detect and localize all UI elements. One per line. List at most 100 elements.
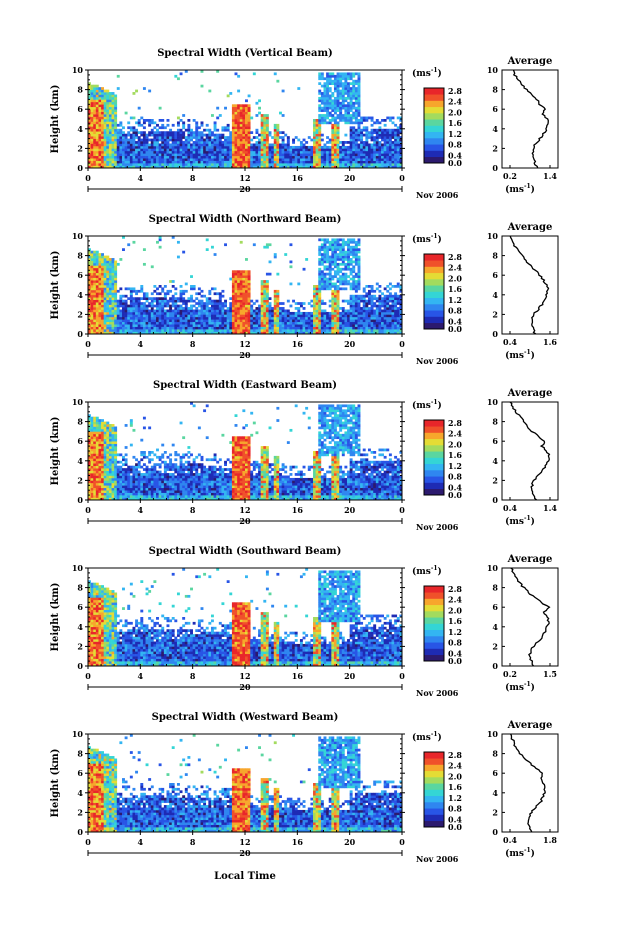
colorbar-segment — [424, 156, 444, 164]
heatmap-cell — [226, 307, 230, 310]
heatmap-cell — [320, 248, 324, 251]
heatmap-cell — [231, 128, 235, 132]
heatmap-cell — [328, 114, 332, 117]
heatmap-cell — [166, 314, 170, 318]
heatmap-cell — [145, 136, 149, 139]
heatmap-cell — [331, 311, 335, 315]
heatmap-cell — [394, 331, 398, 335]
heatmap-cell — [349, 258, 353, 261]
heatmap-cell — [265, 128, 269, 132]
heatmap-cell — [93, 136, 97, 139]
heatmap-cell — [341, 326, 345, 330]
heatmap-cell — [101, 282, 104, 286]
heatmap-cell — [161, 123, 165, 127]
heatmap-cell — [328, 74, 332, 78]
heatmap-cell — [224, 153, 227, 157]
heatmap-cell — [135, 307, 139, 310]
heatmap-cell — [150, 319, 154, 323]
heatmap-cell — [347, 319, 350, 323]
heatmap-cell — [124, 133, 128, 137]
heatmap-cell — [103, 121, 107, 125]
colorbar-unit: (ms-1) — [412, 67, 442, 79]
heatmap-cell — [184, 145, 188, 149]
heatmap-cell — [88, 119, 91, 122]
heatmap-cell — [231, 126, 235, 130]
heatmap-cell — [313, 153, 316, 157]
heatmap-cell — [318, 277, 322, 281]
heatmap-cell — [352, 240, 356, 244]
heatmap-cell — [98, 96, 102, 100]
heatmap-cell — [386, 158, 390, 161]
heatmap-cell — [150, 309, 154, 313]
heatmap-cell — [326, 121, 330, 125]
heatmap-cell — [93, 123, 97, 127]
heatmap-cell — [140, 285, 144, 288]
heatmap-cell — [116, 138, 120, 142]
heatmap-cell — [93, 304, 97, 308]
heatmap-cell — [339, 307, 343, 310]
heatmap-cell — [88, 270, 91, 274]
heatmap-cell — [375, 314, 379, 318]
heatmap-cell — [370, 138, 374, 142]
heatmap-cell — [210, 309, 214, 313]
heatmap-cell — [323, 163, 327, 166]
heatmap-cell — [320, 331, 324, 335]
heatmap-cell — [245, 314, 248, 318]
heatmap-cell — [153, 331, 157, 335]
heatmap-cell — [93, 287, 97, 291]
heatmap-cell — [135, 131, 139, 134]
heatmap-cell — [132, 133, 136, 137]
heatmap-cell — [127, 158, 131, 161]
heatmap-cell — [111, 158, 115, 161]
heatmap-cell — [347, 87, 350, 90]
heatmap-cell — [265, 329, 269, 332]
heatmap-cell — [320, 287, 324, 291]
heatmap-cell — [184, 143, 188, 147]
heatmap-cell — [284, 150, 288, 154]
heatmap-cell — [357, 158, 361, 161]
heatmap-cell — [323, 121, 327, 125]
heatmap-cell — [333, 299, 337, 303]
heatmap-cell — [182, 314, 186, 318]
heatmap-cell — [286, 326, 290, 330]
heatmap-cell — [375, 297, 379, 300]
heatmap-cell — [192, 143, 196, 147]
heatmap-cell — [101, 119, 104, 122]
heatmap-cell — [258, 150, 261, 154]
heatmap-cell — [119, 141, 123, 144]
heatmap-cell — [331, 123, 335, 127]
heatmap-cell — [347, 74, 350, 78]
heatmap-cell — [111, 114, 115, 117]
heatmap-cell — [119, 148, 123, 152]
heatmap-cell — [106, 321, 110, 325]
heatmap-cell — [313, 289, 316, 293]
heatmap-cell — [122, 309, 125, 313]
heatmap-cell — [239, 148, 243, 152]
heatmap-cell — [396, 158, 400, 161]
heatmap-cell — [328, 79, 332, 83]
heatmap-cell — [124, 287, 128, 291]
heatmap-cell — [299, 304, 303, 308]
heatmap-cell — [245, 311, 248, 315]
heatmap-cell — [179, 119, 183, 122]
x-tick-label: 8 — [190, 173, 196, 183]
heatmap-cell — [381, 165, 384, 169]
heatmap-cell — [127, 311, 131, 315]
heatmap-cell — [247, 329, 251, 332]
heatmap-cell — [237, 294, 241, 298]
heatmap-cell — [161, 138, 165, 142]
heatmap-cell — [352, 165, 356, 169]
heatmap-cell — [252, 326, 256, 330]
heatmap-cell — [98, 267, 102, 271]
heatmap-cell — [166, 292, 170, 296]
heatmap-cell — [347, 155, 350, 159]
heatmap-cell — [328, 277, 332, 281]
heatmap-cell — [357, 72, 361, 76]
heatmap-cell — [339, 243, 343, 247]
heatmap-cell — [231, 109, 235, 112]
heatmap-cell — [218, 307, 222, 310]
heatmap-cell — [101, 324, 104, 327]
heatmap-cell — [171, 138, 175, 142]
heatmap-cell — [187, 143, 191, 147]
heatmap-cell — [378, 331, 382, 335]
